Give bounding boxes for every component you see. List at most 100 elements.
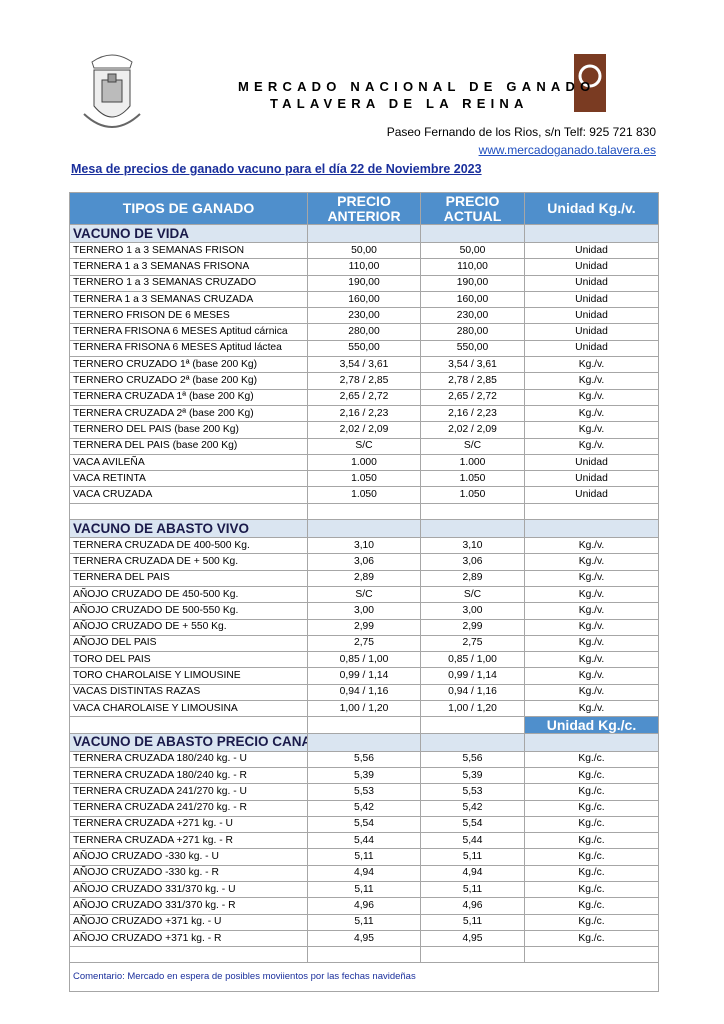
previous-price: 3,10 bbox=[307, 537, 421, 555]
previous-price: 0,94 / 1,16 bbox=[307, 683, 421, 702]
empty-cell bbox=[524, 732, 659, 752]
data-row: TERNERA 1 a 3 SEMANAS CRUZADA 160,00 160,0… bbox=[69, 290, 659, 309]
column-header: TIPOS DE GANADO bbox=[69, 192, 308, 225]
livestock-type: TERNERA CRUZADA DE 400-500 Kg. bbox=[69, 537, 308, 555]
livestock-type: TERNERO FRISON DE 6 MESES bbox=[69, 307, 308, 325]
coat-of-arms bbox=[83, 54, 141, 128]
data-row: TERNERO 1 a 3 SEMANAS FRISON 50,00 50,00 Un… bbox=[69, 241, 659, 260]
empty-cell bbox=[524, 946, 659, 964]
empty-cell bbox=[524, 502, 659, 521]
empty-cell bbox=[524, 519, 659, 539]
current-price: 2,02 / 2,09 bbox=[420, 421, 525, 439]
data-row: TERNERA CRUZADA DE + 500 Kg. 3,06 3,06 Kg./… bbox=[69, 553, 659, 571]
data-row: AÑOJO CRUZADO 331/370 kg. - R 4,96 4,96 Kg.… bbox=[69, 897, 659, 915]
previous-price: S/C bbox=[307, 585, 421, 604]
current-price: 5,39 bbox=[420, 766, 525, 785]
unit: Unidad bbox=[524, 241, 659, 260]
org-name: MERCADO NACIONAL DE GANADO bbox=[238, 79, 596, 94]
unit: Kg./c. bbox=[524, 913, 659, 931]
column-header: Unidad Kg./v. bbox=[524, 192, 659, 225]
livestock-type: TERNERA CRUZADA 180/240 kg. - R bbox=[69, 766, 308, 785]
data-row: TORO DEL PAIS 0,85 / 1,00 0,85 / 1,00 Kg./v… bbox=[69, 651, 659, 669]
data-row: TERNERO FRISON DE 6 MESES 230,00 230,00 Uni… bbox=[69, 307, 659, 325]
empty-cell bbox=[524, 224, 659, 243]
data-row: TERNERO CRUZADO 2ª (base 200 Kg) 2,78 / 2… bbox=[69, 372, 659, 390]
empty-cell bbox=[420, 946, 525, 964]
current-price: 5,11 bbox=[420, 913, 525, 931]
current-price: 5,11 bbox=[420, 848, 525, 866]
data-row: TERNERA CRUZADA 1ª (base 200 Kg) 2,65 / 2… bbox=[69, 388, 659, 406]
previous-price: 3,00 bbox=[307, 602, 421, 620]
empty-cell bbox=[420, 519, 525, 539]
previous-price: 50,00 bbox=[307, 241, 421, 260]
livestock-type: TERNERA CRUZADA +271 kg. - R bbox=[69, 832, 308, 850]
current-price: 3,06 bbox=[420, 553, 525, 571]
data-row: TERNERA DEL PAIS (base 200 Kg) S/C S/C Kg./… bbox=[69, 437, 659, 455]
previous-price: 5,11 bbox=[307, 848, 421, 866]
previous-price: 3,06 bbox=[307, 553, 421, 571]
previous-price: 2,78 / 2,85 bbox=[307, 372, 421, 390]
livestock-type: TERNERA DEL PAIS bbox=[69, 569, 308, 587]
data-row: TERNERA CRUZADA DE 400-500 Kg. 3,10 3,10 Kg… bbox=[69, 537, 659, 555]
unit: Kg./c. bbox=[524, 750, 659, 768]
website[interactable]: www.mercadoganado.talavera.es bbox=[478, 143, 656, 157]
data-row: TERNERO CRUZADO 1ª (base 200 Kg) 3,54 / 3… bbox=[69, 356, 659, 374]
livestock-type: TERNERA 1 a 3 SEMANAS FRISONA bbox=[69, 258, 308, 276]
unit: Kg./c. bbox=[524, 766, 659, 785]
current-price: 1,00 / 1,20 bbox=[420, 700, 525, 718]
section-name: VACUNO DE ABASTO PRECIO CANAL bbox=[69, 732, 308, 752]
empty-cell bbox=[420, 224, 525, 243]
previous-price: 4,95 bbox=[307, 929, 421, 948]
unit: Kg./v. bbox=[524, 569, 659, 587]
blank-row bbox=[69, 946, 659, 964]
unit: Unidad bbox=[524, 290, 659, 309]
data-row: TERNERA FRISONA 6 MESES Aptitud cárnica 2… bbox=[69, 323, 659, 341]
data-row: AÑOJO CRUZADO -330 kg. - R 4,94 4,94 Kg./c. bbox=[69, 864, 659, 882]
empty-cell bbox=[307, 519, 421, 539]
empty-cell bbox=[307, 716, 421, 734]
section-row: VACUNO DE ABASTO VIVO bbox=[69, 519, 659, 539]
livestock-type: AÑOJO CRUZADO DE + 550 Kg. bbox=[69, 618, 308, 636]
previous-price: 0,85 / 1,00 bbox=[307, 651, 421, 669]
current-price: 3,00 bbox=[420, 602, 525, 620]
livestock-type: TERNERA CRUZADA 1ª (base 200 Kg) bbox=[69, 388, 308, 406]
current-price: 3,10 bbox=[420, 537, 525, 555]
current-price: 3,54 / 3,61 bbox=[420, 356, 525, 374]
livestock-type: TERNERA FRISONA 6 MESES Aptitud láctea bbox=[69, 339, 308, 358]
previous-price: 190,00 bbox=[307, 274, 421, 292]
empty-cell bbox=[307, 732, 421, 752]
comment-row: Comentario: Mercado en espera de posible… bbox=[69, 962, 659, 993]
previous-price: 4,94 bbox=[307, 864, 421, 882]
livestock-type: AÑOJO CRUZADO DE 500-550 Kg. bbox=[69, 602, 308, 620]
unit: Kg./v. bbox=[524, 553, 659, 571]
livestock-type: AÑOJO CRUZADO +371 kg. - U bbox=[69, 913, 308, 931]
data-row: TERNERA DEL PAIS 2,89 2,89 Kg./v. bbox=[69, 569, 659, 587]
empty-cell bbox=[420, 502, 525, 521]
livestock-type: AÑOJO CRUZADO 331/370 kg. - U bbox=[69, 880, 308, 899]
empty-cell bbox=[307, 502, 421, 521]
empty-cell bbox=[69, 716, 308, 734]
unit: Kg./v. bbox=[524, 537, 659, 555]
livestock-type: TORO DEL PAIS bbox=[69, 651, 308, 669]
previous-price: 280,00 bbox=[307, 323, 421, 341]
unit: Kg./v. bbox=[524, 634, 659, 653]
current-price: 5,53 bbox=[420, 783, 525, 801]
blank-row bbox=[69, 502, 659, 521]
previous-price: 5,42 bbox=[307, 799, 421, 817]
org-city: TALAVERA DE LA REINA bbox=[270, 96, 529, 111]
unit: Unidad bbox=[524, 470, 659, 488]
previous-price: 160,00 bbox=[307, 290, 421, 309]
livestock-type: TORO CHAROLAISE Y LIMOUSINE bbox=[69, 667, 308, 685]
previous-price: 3,54 / 3,61 bbox=[307, 356, 421, 374]
previous-price: 2,02 / 2,09 bbox=[307, 421, 421, 439]
current-price: 5,44 bbox=[420, 832, 525, 850]
unit-heading: Unidad Kg./c. bbox=[524, 716, 659, 734]
previous-price: 2,65 / 2,72 bbox=[307, 388, 421, 406]
price-table: TIPOS DE GANADO PRECIO ANTERIOR PRECIO ACT… bbox=[69, 192, 659, 993]
data-row: AÑOJO CRUZADO DE 450-500 Kg. S/C S/C Kg./v. bbox=[69, 585, 659, 604]
current-price: 2,16 / 2,23 bbox=[420, 404, 525, 423]
current-price: 2,65 / 2,72 bbox=[420, 388, 525, 406]
unit: Kg./c. bbox=[524, 929, 659, 948]
livestock-type: TERNERA CRUZADA 241/270 kg. - U bbox=[69, 783, 308, 801]
current-price: 0,85 / 1,00 bbox=[420, 651, 525, 669]
